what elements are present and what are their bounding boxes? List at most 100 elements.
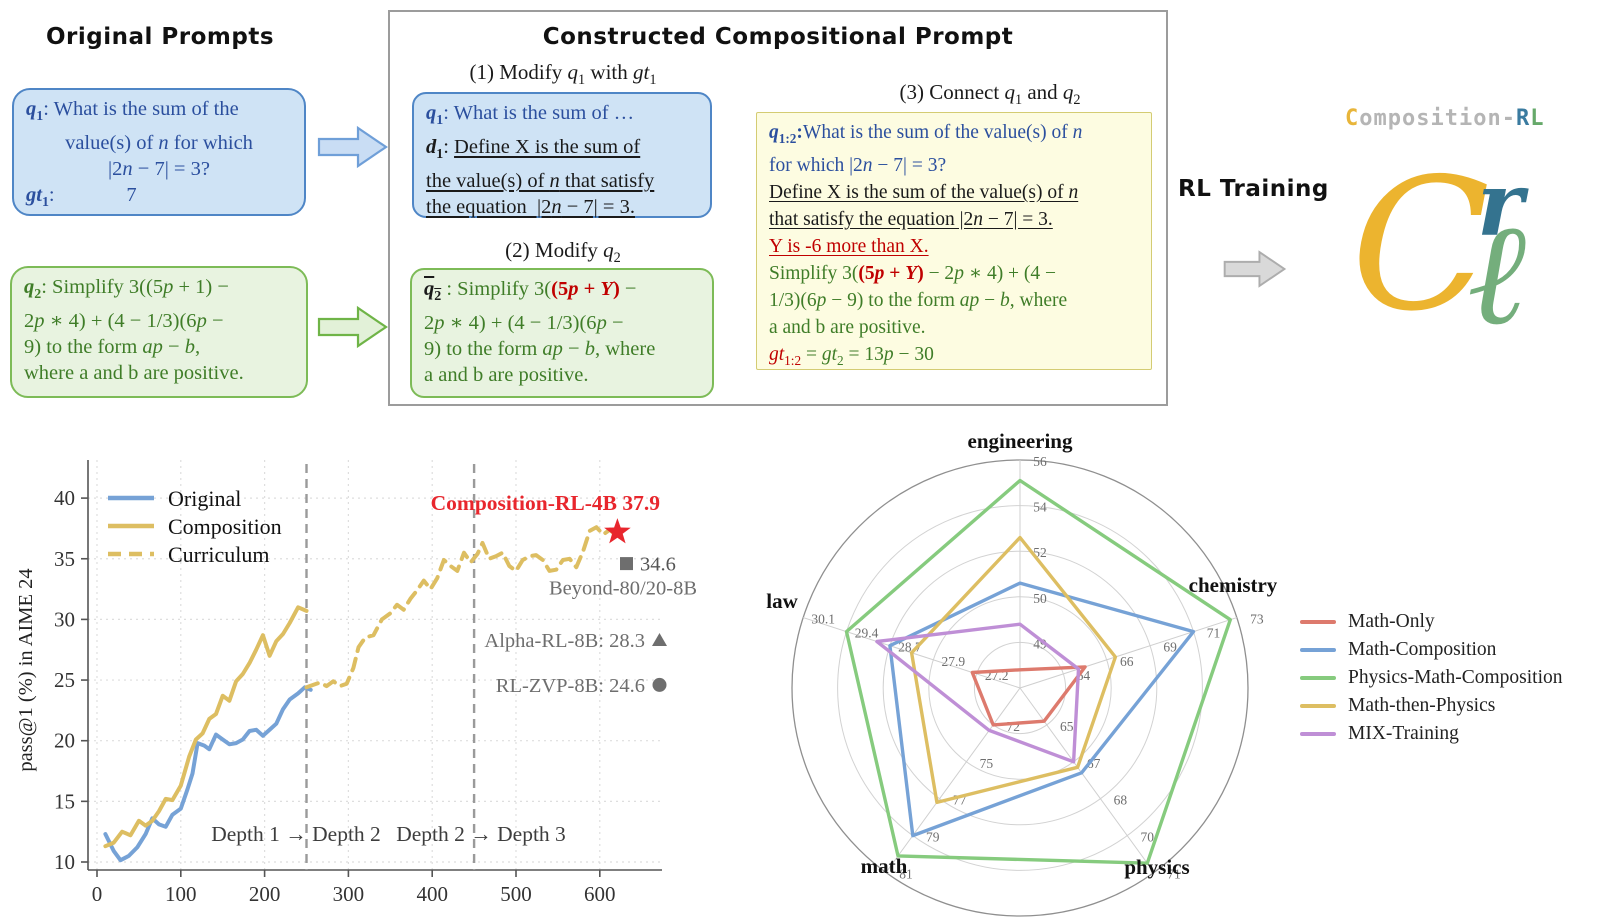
text-segment: p bbox=[816, 289, 827, 311]
text-segment: 1 bbox=[36, 109, 44, 125]
text-segment: (1) Modify bbox=[469, 60, 568, 84]
radar-tick-label: 65 bbox=[1060, 719, 1074, 734]
text-segment: : What is the sum of … bbox=[443, 102, 635, 124]
text-segment: 2 bbox=[1073, 92, 1081, 109]
text-segment: − 9) to the form bbox=[826, 289, 960, 311]
rich-line: 2p ∗ 4) + (4 − 1/3)(6p − bbox=[24, 308, 294, 334]
radar-spokes bbox=[803, 460, 1237, 873]
text-segment: Y bbox=[905, 262, 918, 284]
text-segment: n bbox=[862, 154, 873, 176]
text-segment: : bbox=[443, 136, 455, 159]
legend-swatch bbox=[1300, 704, 1336, 708]
rich-line: |2n − 7| = 3? bbox=[26, 156, 292, 182]
q1-prompt-box: q1: What is the sum of the value(s) of n … bbox=[12, 88, 306, 216]
text-segment: that satisfy the equation |2 bbox=[769, 208, 974, 230]
constructed-prompt-panel: Constructed Compositional Prompt (1) Mod… bbox=[388, 10, 1168, 406]
rl-training-label: RL Training bbox=[1178, 176, 1329, 202]
constructed-prompt-title: Constructed Compositional Prompt bbox=[542, 24, 1014, 50]
rich-line: where a and b are positive. bbox=[24, 360, 294, 386]
legend-label: Composition bbox=[168, 514, 282, 539]
radar-series-math-composition bbox=[888, 581, 1196, 838]
text-segment: q bbox=[424, 278, 435, 300]
series-curriculum-line bbox=[304, 525, 617, 690]
text-segment: (5 bbox=[551, 278, 569, 300]
y-tick-label: 25 bbox=[54, 668, 75, 692]
y-tick-label: 15 bbox=[54, 789, 75, 813]
text-segment: p bbox=[196, 310, 207, 333]
text-segment: 2 bbox=[613, 250, 621, 267]
radar-series-mix-training bbox=[875, 622, 1081, 764]
grid bbox=[88, 460, 662, 870]
text-segment: n bbox=[1072, 122, 1083, 143]
text-segment: − bbox=[162, 336, 185, 359]
rich-line: q2 : Simplify 3((5p + Y) − bbox=[424, 276, 700, 310]
radar-spoke bbox=[885, 687, 1021, 873]
text-segment: b bbox=[1000, 289, 1010, 311]
rich-line: q1: What is the sum of the bbox=[26, 96, 292, 130]
text-segment: C bbox=[1345, 106, 1360, 131]
rich-line: for which |2n − 7| = 3? bbox=[769, 152, 1139, 179]
rich-line: q2: Simplify 3((5p + 1) − bbox=[24, 274, 294, 308]
x-tick-label: 500 bbox=[500, 882, 532, 906]
rich-line: gt1:2 = gt2 = 13p − 30 bbox=[769, 341, 1139, 374]
text-segment: q bbox=[426, 102, 437, 124]
text-segment: 1 bbox=[649, 72, 657, 89]
logo-letter-r: r bbox=[1477, 152, 1524, 256]
square-value-label: 34.6 bbox=[640, 554, 676, 576]
rich-line: (1) Modify q1 with gt1 bbox=[408, 60, 718, 89]
text-segment: 2 bbox=[424, 312, 435, 335]
radar-tick-label: 29.4 bbox=[855, 626, 879, 641]
text-segment: : Simplify 3((5 bbox=[41, 276, 164, 298]
rich-line: (3) Connect q1 and q2 bbox=[830, 80, 1150, 109]
rich-line: 9) to the form ap − b, bbox=[24, 334, 294, 360]
text-segment: , bbox=[194, 336, 201, 359]
text-segment: ∗ 4) + (4 − 1/3)(6 bbox=[444, 312, 597, 335]
x-tick-label: 600 bbox=[584, 882, 616, 906]
radar-tick-label: 50 bbox=[1033, 591, 1047, 606]
legend-swatch bbox=[1300, 732, 1336, 736]
rich-line: Simplify 3((5p + Y) − 2p ∗ 4) + (4 − bbox=[769, 260, 1139, 287]
text-segment: ∗ 4) + (4 − 1/3)(6 bbox=[44, 310, 197, 333]
step1-heading: (1) Modify q1 with gt1 bbox=[408, 60, 718, 89]
text-segment: q bbox=[26, 98, 37, 120]
radar-spoke bbox=[1019, 687, 1155, 873]
text-segment: 2 bbox=[434, 289, 442, 305]
text-segment: q bbox=[603, 238, 614, 262]
arrow-right-green-icon bbox=[317, 305, 388, 349]
rich-line: the value(s) of n that satisfy bbox=[426, 168, 698, 194]
text-segment: gt bbox=[821, 343, 838, 365]
text-segment: − bbox=[562, 338, 585, 361]
star-marker bbox=[604, 518, 631, 544]
text-segment: = bbox=[801, 343, 822, 365]
text-segment: b bbox=[584, 338, 595, 361]
depth-transition-label-1: Depth 1 → Depth 2 bbox=[211, 822, 381, 846]
circle-marker bbox=[652, 677, 667, 692]
text-segment: p bbox=[34, 310, 45, 333]
text-segment: 1 bbox=[436, 113, 444, 129]
arrow-right-gray-icon bbox=[1223, 250, 1287, 288]
text-segment: Define X is the sum of bbox=[454, 136, 641, 159]
text-segment: gt bbox=[769, 343, 785, 365]
radar-tick-label: 69 bbox=[1163, 640, 1177, 655]
rich-line: 1/3)(6p − 9) to the form ap − b, where bbox=[769, 287, 1139, 314]
text-segment: ) bbox=[917, 262, 924, 284]
text-segment: 9) to the form bbox=[24, 336, 143, 359]
text-segment: d bbox=[426, 136, 437, 159]
text-segment: − bbox=[206, 310, 224, 333]
text-segment: p bbox=[434, 312, 445, 335]
rich-line: d1: Define X is the sum of bbox=[426, 134, 698, 168]
text-segment: the value(s) of bbox=[426, 170, 550, 193]
text-segment: : bbox=[48, 184, 55, 207]
legend-label: Math-Only bbox=[1348, 611, 1435, 632]
radar-tick-label: 68 bbox=[1114, 793, 1128, 808]
legend-label: Math-then-Physics bbox=[1348, 695, 1496, 716]
legend-swatch bbox=[1300, 676, 1336, 680]
text-segment: ap bbox=[959, 289, 980, 311]
text-segment: 1 bbox=[41, 195, 49, 211]
original-prompts-title: Original Prompts bbox=[45, 24, 275, 50]
text-segment: p bbox=[883, 343, 894, 365]
radar-legend-item: Physics-Math-Composition bbox=[1300, 664, 1563, 692]
radar-tick-label: 81 bbox=[899, 866, 913, 881]
radar-tick-label: 28.7 bbox=[898, 640, 922, 655]
